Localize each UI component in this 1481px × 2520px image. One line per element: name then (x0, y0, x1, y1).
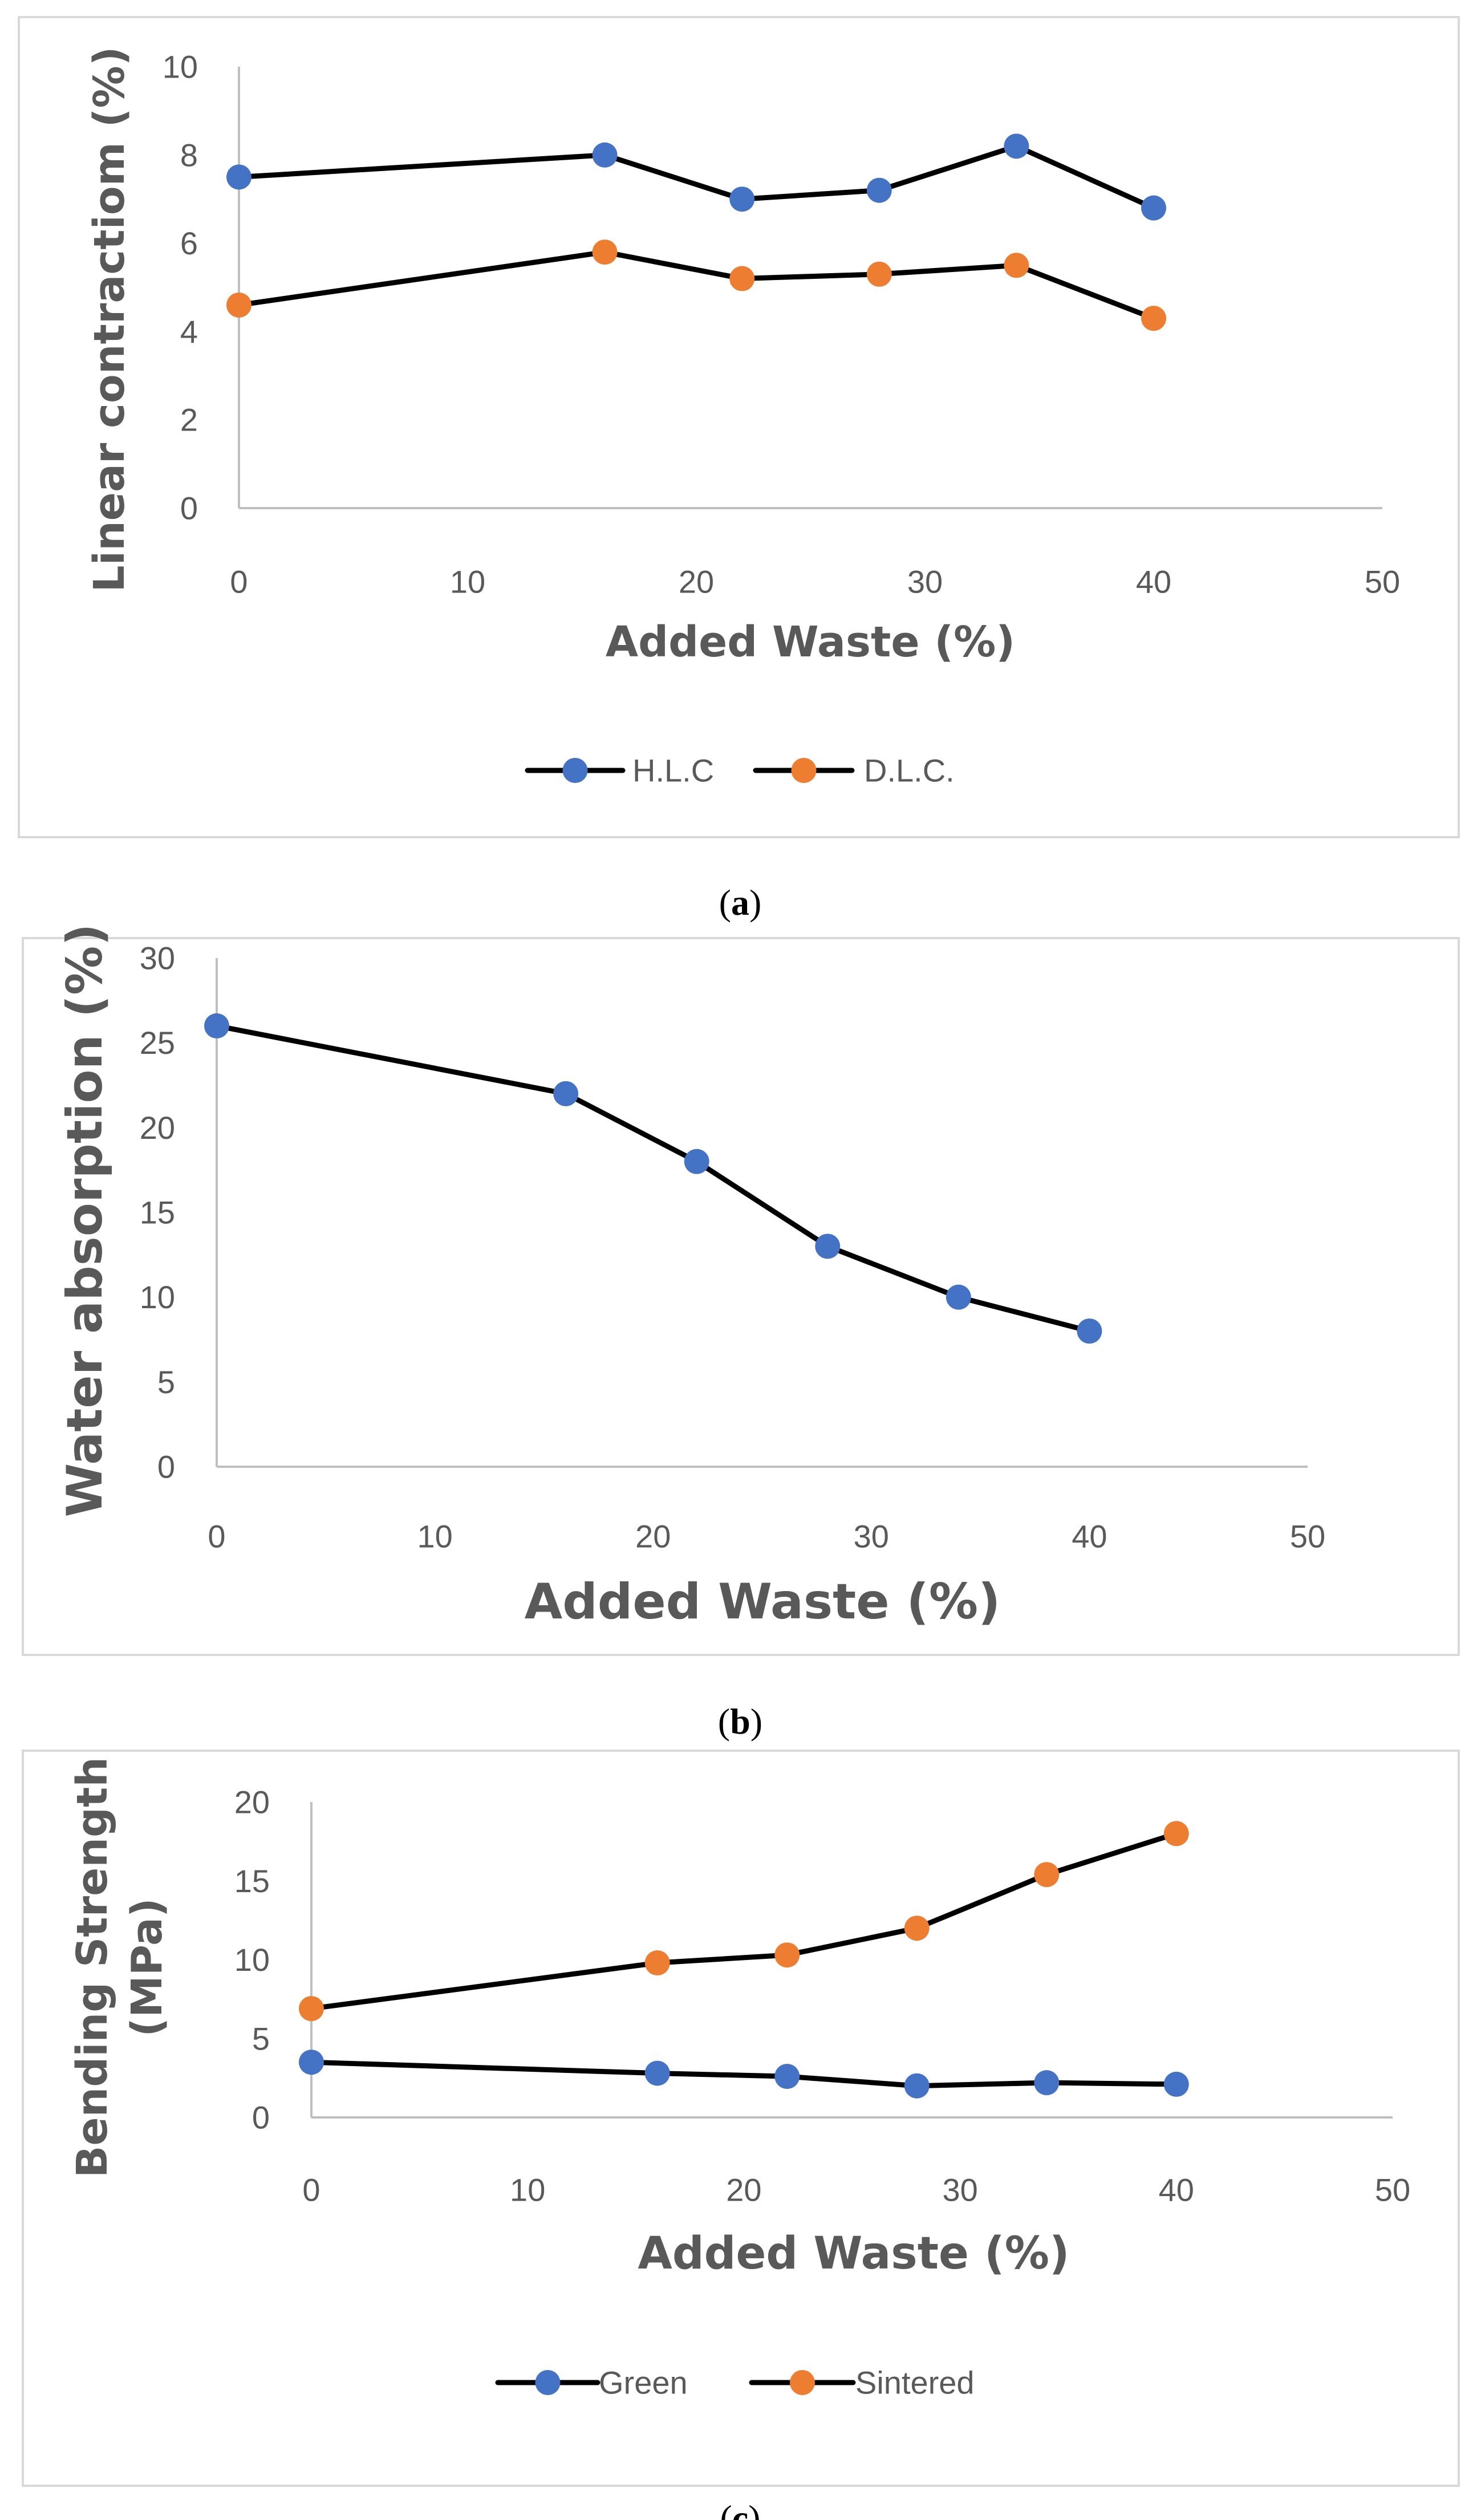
x-tick-label: 50 (1290, 1519, 1325, 1555)
x-axis-title: Added Waste (%) (606, 618, 1015, 667)
data-point (644, 2060, 670, 2086)
x-tick-label: 20 (679, 564, 714, 600)
data-point (1034, 1862, 1060, 1888)
data-point (553, 1081, 579, 1106)
data-point (904, 2073, 930, 2099)
series-line-h-l-c (236, 143, 1157, 211)
y-tick-label: 6 (180, 225, 198, 261)
legend-label: Sintered (855, 2365, 975, 2401)
data-point (1163, 2071, 1189, 2097)
y-axis-title: Bending Strength (68, 1757, 117, 2178)
y-tick-label: 25 (140, 1025, 175, 1061)
x-tick-label: 30 (942, 2172, 977, 2208)
x-tick-label: 0 (208, 1519, 225, 1555)
legend-label: H.L.C (632, 753, 714, 789)
x-tick-label: 0 (230, 564, 247, 600)
data-point (774, 1942, 800, 1968)
data-point (226, 292, 251, 318)
data-point (1141, 306, 1166, 331)
data-point (729, 186, 755, 212)
legend-marker (562, 758, 588, 783)
y-tick-label: 15 (140, 1195, 175, 1231)
x-tick-label: 40 (1159, 2172, 1194, 2208)
chart-frame (18, 16, 1460, 838)
chart-frame (22, 937, 1460, 1656)
data-point (1034, 2070, 1060, 2096)
legend-label: Green (599, 2365, 688, 2401)
data-point (815, 1233, 841, 1259)
y-tick-label: 0 (180, 490, 198, 526)
x-tick-label: 40 (1072, 1519, 1107, 1555)
panel-caption: (a) (719, 882, 762, 923)
legend-marker (790, 2370, 815, 2395)
y-tick-label: 8 (180, 137, 198, 173)
x-tick-label: 40 (1136, 564, 1171, 600)
panel-caption: (b) (718, 1701, 762, 1742)
x-axis-title: Added Waste (%) (638, 2228, 1069, 2279)
data-point (866, 177, 892, 203)
x-tick-label: 20 (635, 1519, 671, 1555)
y-tick-label: 10 (234, 1942, 270, 1978)
y-tick-label: 2 (180, 402, 198, 438)
y-tick-label: 0 (252, 2100, 270, 2136)
y-axis-title: (MPa) (123, 1898, 172, 2036)
y-axis-title: Linear contractiom (%) (85, 47, 134, 593)
legend-marker (535, 2370, 561, 2395)
series-line-d-l-c (236, 249, 1157, 321)
chart-panel-b: 0 5 10 15 20 25 30 0 10 20 30 40 50 Added Waste (%) Wa… (22, 923, 1460, 1742)
data-point (774, 2064, 800, 2089)
legend-label: D.L.C. (864, 753, 955, 789)
legend-marker (791, 758, 817, 783)
x-tick-label: 30 (907, 564, 943, 600)
x-tick-label: 10 (510, 2172, 545, 2208)
series-line-water-absorption (214, 1023, 1092, 1334)
data-point (1163, 1821, 1189, 1847)
x-tick-label: 20 (726, 2172, 761, 2208)
chart-panel-c: 0 5 10 15 20 0 10 20 30 40 50 Added Waste (%) Bendin… (22, 1750, 1460, 2520)
series-line-green (309, 2059, 1179, 2089)
series-line-sintered (309, 1831, 1179, 2011)
y-tick-label: 30 (140, 940, 175, 976)
data-point (592, 240, 618, 265)
x-tick-label: 0 (302, 2172, 320, 2208)
data-point (684, 1149, 709, 1174)
data-point (204, 1013, 229, 1038)
panel-caption: (c) (720, 2498, 760, 2520)
data-point (299, 1996, 324, 2022)
data-point (946, 1284, 971, 1310)
x-axis-title: Added Waste (%) (525, 1573, 1001, 1630)
y-tick-label: 5 (252, 2020, 270, 2056)
y-axis-title: Water absorption (%) (56, 923, 113, 1517)
data-point (1077, 1318, 1102, 1344)
data-point (592, 142, 618, 168)
chart-panel-a: 0 2 4 6 8 10 0 10 20 30 40 50 Added Waste (%) Linear … (18, 16, 1460, 923)
data-point (1004, 133, 1029, 159)
y-tick-label: 4 (180, 314, 198, 350)
y-tick-label: 10 (163, 49, 198, 85)
y-tick-label: 0 (157, 1449, 175, 1485)
x-tick-label: 50 (1365, 564, 1400, 600)
data-point (729, 266, 755, 291)
y-tick-label: 20 (234, 1784, 270, 1820)
y-tick-label: 15 (234, 1863, 270, 1899)
data-point (299, 2050, 324, 2075)
y-tick-label: 5 (157, 1364, 175, 1400)
x-tick-label: 10 (450, 564, 485, 600)
data-point (866, 261, 892, 287)
x-tick-label: 10 (417, 1519, 452, 1555)
data-point (1141, 195, 1166, 221)
x-tick-label: 30 (854, 1519, 889, 1555)
y-tick-label: 20 (140, 1110, 175, 1146)
data-point (226, 164, 251, 190)
y-tick-label: 10 (140, 1279, 175, 1315)
data-point (904, 1916, 930, 1941)
data-point (644, 1950, 670, 1976)
x-tick-label: 50 (1375, 2172, 1410, 2208)
data-point (1004, 253, 1029, 278)
